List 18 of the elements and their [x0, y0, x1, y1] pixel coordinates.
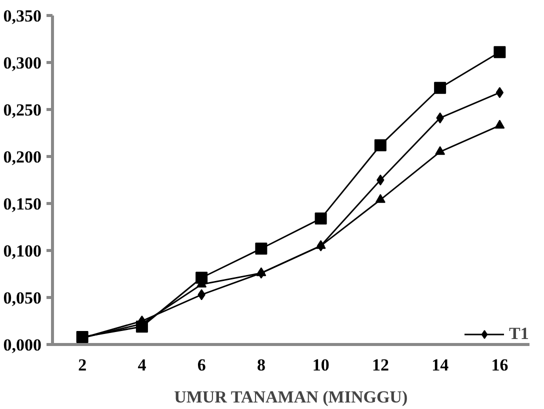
x-tick-label: 16 [491, 356, 508, 374]
y-tick-label: 0,250 [3, 100, 42, 120]
y-tick-label: 0,150 [3, 194, 42, 214]
x-tick-label: 2 [78, 356, 87, 374]
x-tick-label: 14 [432, 356, 450, 374]
x-tick-label: 6 [197, 356, 206, 374]
legend-label: T1 [509, 324, 529, 344]
x-tick-label: 4 [138, 356, 147, 374]
y-tick-label: 0,300 [3, 54, 42, 72]
y-tick-label: 0,050 [3, 288, 42, 308]
x-tick-label: 12 [372, 356, 389, 374]
x-tick-label: 10 [312, 356, 330, 374]
x-axis-title: UMUR TANAMAN (MINGGU) [174, 388, 408, 406]
y-tick-label: 0,200 [3, 148, 42, 166]
y-tick-label: 0,350 [3, 6, 42, 26]
y-tick-label: 0,100 [3, 242, 42, 260]
y-tick-label: 0,000 [3, 336, 42, 354]
x-tick-label: 8 [256, 356, 266, 374]
